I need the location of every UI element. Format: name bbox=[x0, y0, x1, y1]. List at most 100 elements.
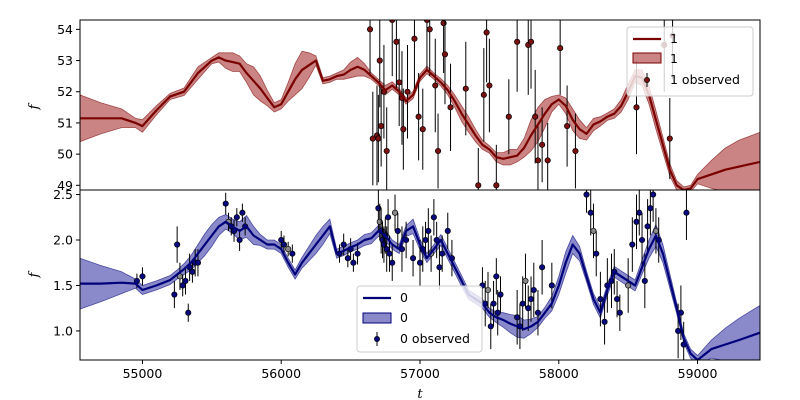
data-marker bbox=[434, 147, 442, 155]
data-marker bbox=[415, 113, 422, 120]
top-legend-marker-swatch bbox=[644, 77, 650, 83]
data-marker bbox=[625, 282, 632, 289]
top-legend-label-band: 1 bbox=[670, 51, 678, 66]
observed-point bbox=[527, 276, 535, 322]
data-marker bbox=[514, 314, 521, 321]
data-marker bbox=[633, 104, 640, 111]
data-marker bbox=[394, 227, 401, 234]
data-marker bbox=[641, 277, 648, 284]
data-marker bbox=[386, 250, 393, 257]
data-marker bbox=[416, 259, 424, 266]
observed-point bbox=[419, 88, 426, 170]
observed-point bbox=[285, 241, 292, 257]
observed-point bbox=[389, 244, 396, 281]
observed-point bbox=[222, 192, 229, 215]
data-marker bbox=[426, 26, 433, 33]
observed-point bbox=[544, 122, 551, 190]
observed-point bbox=[493, 258, 500, 295]
data-marker bbox=[462, 85, 469, 92]
observed-point bbox=[233, 208, 240, 227]
data-marker bbox=[436, 264, 443, 271]
data-marker bbox=[638, 236, 646, 244]
observed-point bbox=[505, 79, 512, 155]
observed-point bbox=[389, 20, 396, 77]
data-marker bbox=[411, 35, 418, 42]
data-marker bbox=[366, 26, 374, 33]
observed-point bbox=[666, 97, 673, 180]
bottom-legend-label-observed: 0 observed bbox=[400, 331, 470, 346]
observed-point bbox=[434, 113, 442, 189]
observed-point bbox=[396, 38, 403, 127]
observed-point bbox=[557, 20, 564, 95]
observed-point bbox=[484, 271, 492, 309]
observed-point bbox=[514, 290, 521, 345]
observed-point bbox=[530, 262, 537, 318]
data-marker bbox=[616, 309, 623, 316]
observed-point bbox=[174, 226, 181, 263]
data-marker bbox=[483, 29, 490, 36]
top-y-axis-label: f bbox=[27, 102, 42, 110]
top-y-ticks: 49 50 51 52 53 54 bbox=[57, 22, 80, 193]
observed-point bbox=[593, 230, 600, 277]
y-tick-label: 1.0 bbox=[53, 323, 73, 338]
data-marker bbox=[534, 309, 542, 316]
data-marker bbox=[289, 250, 296, 257]
data-marker bbox=[375, 135, 382, 142]
data-marker bbox=[340, 241, 347, 248]
observed-point bbox=[189, 260, 196, 283]
observed-point bbox=[182, 267, 189, 295]
top-legend-box bbox=[626, 26, 754, 97]
observed-point bbox=[650, 190, 657, 222]
data-marker bbox=[497, 291, 504, 298]
observed-point bbox=[425, 208, 432, 254]
data-marker bbox=[354, 250, 361, 257]
observed-point bbox=[423, 20, 430, 70]
data-marker bbox=[422, 236, 429, 244]
data-marker bbox=[614, 296, 621, 303]
data-marker bbox=[675, 327, 682, 334]
observed-point bbox=[185, 303, 192, 322]
bottom-y-ticks: 1.0 1.5 2.0 2.5 bbox=[53, 187, 80, 338]
observed-point bbox=[636, 190, 643, 236]
data-marker bbox=[280, 241, 288, 248]
observed-point bbox=[410, 240, 417, 277]
data-marker bbox=[572, 147, 579, 155]
data-marker bbox=[519, 300, 526, 307]
data-marker bbox=[236, 236, 243, 244]
data-marker bbox=[587, 209, 594, 216]
observed-point bbox=[354, 242, 361, 265]
data-marker bbox=[185, 309, 192, 316]
x-tick-label: 57000 bbox=[400, 366, 440, 381]
data-marker bbox=[404, 88, 411, 95]
data-marker bbox=[544, 157, 551, 164]
observed-point bbox=[415, 73, 422, 161]
observed-point bbox=[440, 20, 447, 74]
observed-point bbox=[350, 253, 357, 272]
data-marker bbox=[391, 209, 399, 216]
data-marker bbox=[378, 123, 385, 130]
data-marker bbox=[385, 214, 392, 221]
data-marker bbox=[441, 51, 449, 58]
data-marker bbox=[396, 79, 403, 86]
x-tick-label: 56000 bbox=[261, 366, 301, 381]
observed-point bbox=[444, 212, 451, 250]
data-marker bbox=[505, 113, 512, 120]
data-marker bbox=[444, 227, 451, 234]
top-legend-patch-swatch bbox=[632, 52, 662, 64]
observed-point bbox=[171, 280, 178, 309]
data-marker bbox=[194, 259, 202, 266]
observed-point bbox=[289, 244, 296, 263]
y-tick-label: 2.0 bbox=[53, 233, 73, 248]
data-marker bbox=[376, 57, 383, 64]
data-marker bbox=[597, 296, 604, 303]
data-marker bbox=[376, 218, 383, 225]
observed-point bbox=[583, 190, 590, 213]
observed-point bbox=[490, 280, 497, 327]
data-marker bbox=[629, 241, 636, 248]
data-marker bbox=[527, 296, 535, 303]
observed-point bbox=[432, 38, 439, 133]
bottom-legend-marker-swatch bbox=[374, 336, 380, 342]
observed-point bbox=[433, 221, 440, 259]
y-tick-label: 2.5 bbox=[53, 187, 73, 202]
